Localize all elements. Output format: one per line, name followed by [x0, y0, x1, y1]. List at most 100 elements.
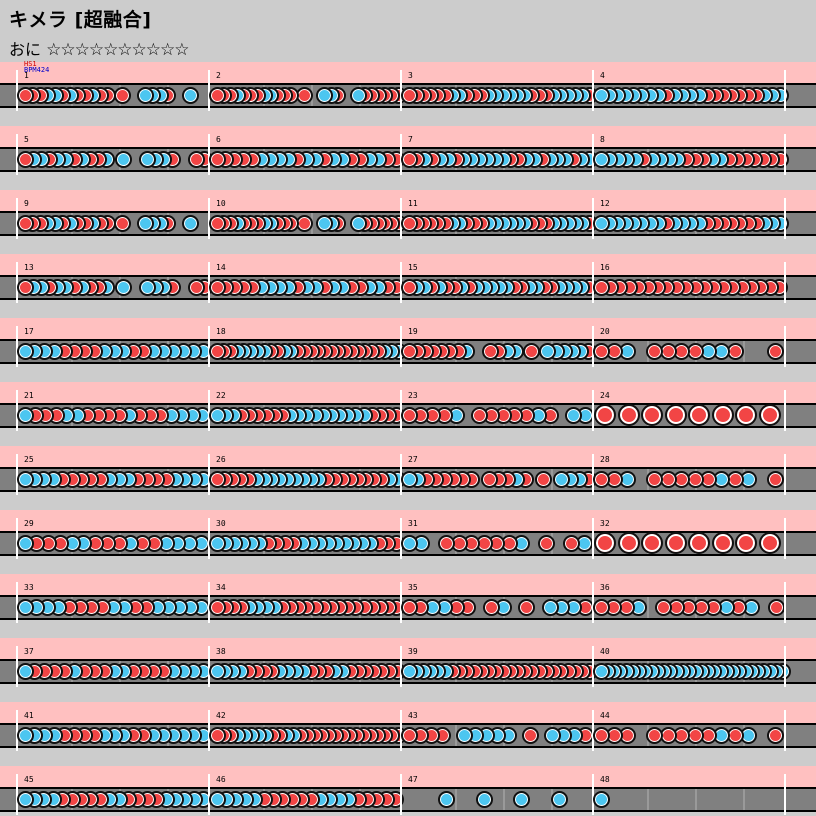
don-note	[208, 470, 226, 488]
measure-number: 22	[216, 391, 226, 400]
bar-line	[592, 390, 594, 431]
ka-note	[541, 598, 559, 616]
song-title: キメラ [超融合]	[9, 9, 152, 31]
don-note	[208, 342, 226, 360]
row-band	[0, 62, 816, 83]
ka-note	[16, 790, 34, 808]
don-note	[438, 534, 456, 552]
measure-number: 45	[24, 775, 34, 784]
row-band	[0, 638, 816, 659]
big-don-note	[594, 404, 616, 426]
ka-note	[16, 534, 34, 552]
don-note	[592, 278, 610, 296]
ka-note	[544, 726, 562, 744]
don-note	[767, 470, 785, 488]
don-note	[400, 598, 418, 616]
bar-line	[784, 518, 786, 559]
big-don-note	[735, 404, 757, 426]
don-note	[482, 598, 500, 616]
don-note	[592, 726, 610, 744]
don-note	[208, 598, 226, 616]
ka-note	[208, 790, 226, 808]
beat-line	[647, 597, 649, 618]
measure-number: 31	[408, 519, 418, 528]
ka-note	[513, 790, 531, 808]
don-note	[400, 342, 418, 360]
don-note	[208, 726, 226, 744]
measure-number: 17	[24, 327, 34, 336]
beat-line	[695, 789, 697, 810]
measure-number: 14	[216, 263, 226, 272]
bar-line	[784, 582, 786, 623]
row-band	[0, 254, 816, 275]
beat-line	[647, 789, 649, 810]
don-note	[208, 278, 226, 296]
bpm-label: BPM424	[24, 66, 50, 74]
measure-number: 35	[408, 583, 418, 592]
don-note	[208, 214, 226, 232]
measure-number: 43	[408, 711, 418, 720]
ka-note	[16, 406, 34, 424]
bar-line	[784, 774, 786, 815]
bar-line	[784, 710, 786, 751]
ka-note	[16, 470, 34, 488]
ka-note	[592, 214, 610, 232]
don-note	[518, 598, 535, 616]
ka-note	[400, 470, 418, 488]
measure-number: 42	[216, 711, 226, 720]
ka-note	[315, 214, 333, 232]
ka-note	[455, 726, 473, 744]
ka-note	[550, 790, 568, 808]
measure-number: 37	[24, 647, 34, 656]
measure-number: 1	[24, 71, 29, 80]
ka-note	[400, 534, 418, 552]
ka-note	[16, 598, 34, 616]
big-don-note	[617, 532, 640, 554]
ka-note	[136, 86, 154, 104]
row-band	[0, 510, 816, 531]
don-note	[534, 470, 552, 488]
ka-note	[349, 86, 367, 104]
don-note	[767, 726, 785, 744]
don-note	[592, 342, 610, 360]
measure-number: 46	[216, 775, 226, 784]
measure-number: 15	[408, 263, 418, 272]
ka-note	[181, 86, 199, 104]
don-note	[16, 214, 34, 232]
ka-note	[139, 150, 157, 168]
measure-number: 39	[408, 647, 418, 656]
big-don-note	[711, 532, 734, 554]
measure-number: 20	[600, 327, 610, 336]
measure-number: 27	[408, 455, 418, 464]
measure-number: 28	[600, 455, 610, 464]
bar-line	[592, 518, 594, 559]
row-band	[0, 702, 816, 723]
big-don-note	[758, 532, 781, 554]
don-note	[482, 342, 500, 360]
measure-number: 32	[600, 519, 610, 528]
don-note	[208, 150, 226, 168]
measure-number: 11	[408, 199, 418, 208]
don-note	[563, 534, 581, 552]
measure-number: 29	[24, 519, 34, 528]
measure-number: 38	[216, 647, 226, 656]
beat-line	[503, 789, 505, 810]
big-don-note	[664, 532, 687, 554]
row-band	[0, 446, 816, 467]
measure-number: 16	[600, 263, 610, 272]
don-note	[538, 534, 556, 552]
bar-line	[784, 134, 786, 175]
don-note	[646, 470, 664, 488]
ka-note	[592, 86, 610, 104]
measure-number: 7	[408, 135, 413, 144]
bar-line	[784, 646, 786, 687]
don-note	[188, 150, 206, 168]
measure-number: 25	[24, 455, 34, 464]
beat-line	[455, 789, 457, 810]
big-don-note	[711, 404, 734, 426]
big-don-note	[735, 532, 757, 554]
bar-line	[784, 198, 786, 239]
measure-number: 8	[600, 135, 605, 144]
don-note	[523, 342, 541, 360]
ka-note	[208, 406, 226, 424]
